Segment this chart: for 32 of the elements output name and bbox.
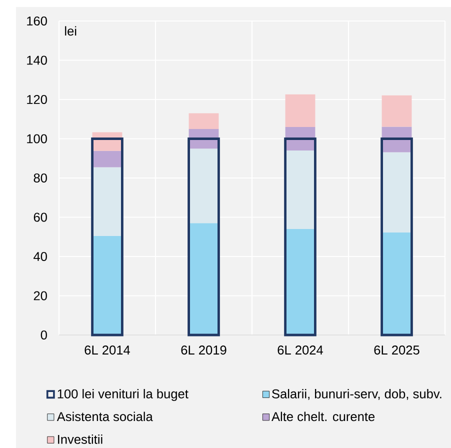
bar — [285, 229, 316, 335]
bar — [188, 113, 219, 129]
bar — [380, 138, 413, 336]
bar — [382, 152, 412, 232]
y-tick-label: 140 — [27, 56, 47, 65]
bar — [285, 94, 316, 127]
x-tick-label: 6L 2014 — [84, 346, 130, 355]
legend-label: Alte chelt. curente — [272, 412, 375, 422]
bar — [382, 232, 412, 335]
y-tick-label: 120 — [27, 94, 47, 104]
legend-label: 100 lei venituri la buget — [58, 389, 188, 401]
bar — [284, 138, 316, 336]
bar — [382, 95, 412, 127]
y-tick-label: 0 — [40, 330, 47, 340]
bar — [91, 138, 124, 336]
bar — [188, 223, 219, 335]
x-tick-label: 6L 2024 — [278, 346, 323, 355]
y-tick-label: 20 — [34, 291, 47, 300]
x-tick-label: 6L 2025 — [374, 346, 420, 355]
y-tick-label: 40 — [34, 252, 47, 262]
y-tick-label: 60 — [34, 212, 47, 222]
bar — [188, 148, 219, 224]
y-axis-title: lei — [65, 26, 76, 36]
legend-label: Asistenta sociala — [56, 412, 153, 422]
y-tick-label: 100 — [27, 134, 47, 144]
bar — [285, 150, 316, 230]
legend-label: Investitii — [58, 434, 102, 444]
y-tick-label: 80 — [34, 173, 47, 183]
x-tick-label: 6L 2019 — [181, 346, 226, 355]
y-tick-label: 160 — [27, 16, 47, 26]
legend-label: Salarii, bunuri-serv, dob, subv. — [272, 389, 442, 400]
bar — [188, 138, 220, 336]
